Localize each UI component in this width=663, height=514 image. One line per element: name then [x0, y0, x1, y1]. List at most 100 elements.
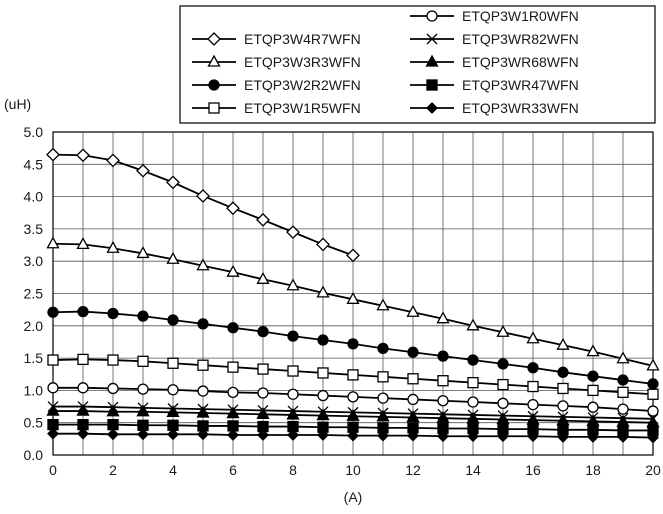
- data-point: [76, 403, 90, 416]
- data-point: [377, 371, 389, 383]
- data-point: [377, 342, 389, 355]
- y-axis-label: (uH): [4, 96, 31, 112]
- y-tick-label: 3.0: [24, 253, 44, 269]
- legend-item: ETQP3WR47WFN: [410, 77, 579, 93]
- data-point: [197, 359, 209, 371]
- data-point: [406, 304, 420, 317]
- data-point: [407, 373, 419, 385]
- data-point: [257, 429, 269, 441]
- data-point: [136, 404, 150, 417]
- data-point: [227, 322, 239, 334]
- data-point: [467, 396, 479, 408]
- data-point: [407, 429, 419, 442]
- data-point: [137, 355, 149, 367]
- series-ETQP3W1R5WFN: [47, 353, 659, 400]
- legend-label: ETQP3W1R5WFN: [244, 100, 361, 116]
- legend-items: ETQP3W1R0WFN ETQP3W4R7WFN ETQP3WR82WFN ETQP…: [192, 8, 579, 116]
- data-point: [106, 404, 120, 417]
- data-point: [196, 405, 210, 418]
- series-ETQP3WR68WFN: [46, 403, 660, 428]
- data-point: [527, 430, 539, 443]
- legend-item: ETQP3W2R2WFN: [192, 77, 361, 93]
- legend-marker: [207, 54, 221, 67]
- data-point: [316, 285, 330, 298]
- y-tick-label: 1.0: [24, 382, 44, 398]
- data-point: [77, 427, 89, 440]
- data-point: [226, 201, 240, 216]
- legend-item: ETQP3W1R0WFN: [410, 8, 579, 24]
- data-point: [377, 429, 389, 442]
- data-point: [557, 366, 569, 378]
- data-point: [376, 298, 390, 311]
- data-point: [137, 310, 149, 322]
- x-tick-label: 14: [465, 462, 481, 478]
- data-point: [107, 354, 119, 366]
- data-point: [346, 248, 360, 263]
- y-tick-label: 5.0: [24, 124, 44, 140]
- legend-label: ETQP3WR33WFN: [462, 100, 579, 116]
- data-point: [587, 384, 599, 397]
- data-point: [527, 398, 539, 411]
- data-point: [467, 376, 479, 389]
- data-point: [346, 291, 360, 304]
- data-point: [167, 384, 179, 396]
- data-point: [646, 358, 660, 371]
- data-point: [647, 378, 659, 390]
- data-point: [557, 400, 569, 412]
- data-point: [46, 403, 60, 416]
- data-point: [137, 428, 149, 441]
- data-point: [617, 403, 629, 415]
- data-point: [437, 430, 449, 443]
- data-point: [256, 212, 270, 227]
- data-point: [347, 369, 359, 381]
- legend-marker: [426, 79, 438, 91]
- data-point: [257, 363, 269, 375]
- data-point: [466, 318, 480, 331]
- data-point: [227, 386, 239, 398]
- data-point: [407, 393, 419, 406]
- legend-label: ETQP3W3R3WFN: [244, 54, 361, 70]
- data-point: [617, 430, 629, 443]
- data-point: [76, 237, 90, 250]
- data-point: [437, 375, 449, 387]
- data-point: [617, 386, 629, 398]
- tick-labels: 0 2 4 6 8 10 12 14 16 18 20 0.0 0.5 1.0 1.5 2.0 2.5 3.0 3.…: [24, 124, 661, 478]
- data-point: [256, 406, 270, 419]
- y-tick-label: 2.0: [24, 318, 44, 334]
- data-point: [407, 346, 419, 358]
- data-point: [47, 306, 59, 318]
- data-point: [406, 410, 420, 423]
- legend-label: ETQP3W4R7WFN: [244, 31, 361, 47]
- legend-marker: [208, 79, 220, 91]
- legend-item: ETQP3W1R5WFN: [192, 100, 361, 116]
- data-point: [436, 410, 450, 423]
- data-point: [347, 338, 359, 350]
- data-point: [466, 411, 480, 424]
- data-point: [166, 175, 180, 190]
- data-point: [286, 225, 300, 240]
- data-point: [47, 427, 59, 440]
- data-point: [287, 330, 299, 342]
- data-point: [167, 314, 179, 326]
- data-point: [107, 428, 119, 441]
- data-point: [616, 351, 630, 364]
- data-point: [46, 147, 60, 162]
- legend-label: ETQP3WR68WFN: [462, 54, 579, 70]
- data-point: [196, 258, 210, 271]
- legend-item: ETQP3WR68WFN: [410, 54, 579, 70]
- legend-marker: [207, 32, 221, 46]
- data-point: [497, 358, 509, 370]
- data-point: [167, 428, 179, 441]
- data-point: [317, 389, 329, 402]
- legend-label: ETQP3WR47WFN: [462, 77, 579, 93]
- data-point: [316, 408, 330, 421]
- data-point: [347, 429, 359, 442]
- data-point: [77, 382, 89, 394]
- data-point: [47, 354, 59, 366]
- data-point: [256, 271, 270, 284]
- y-tick-label: 1.5: [24, 350, 44, 366]
- legend-marker: [426, 33, 438, 45]
- data-point: [647, 388, 659, 400]
- legend-item: ETQP3W3R3WFN: [192, 54, 361, 70]
- x-tick-label: 6: [229, 462, 237, 478]
